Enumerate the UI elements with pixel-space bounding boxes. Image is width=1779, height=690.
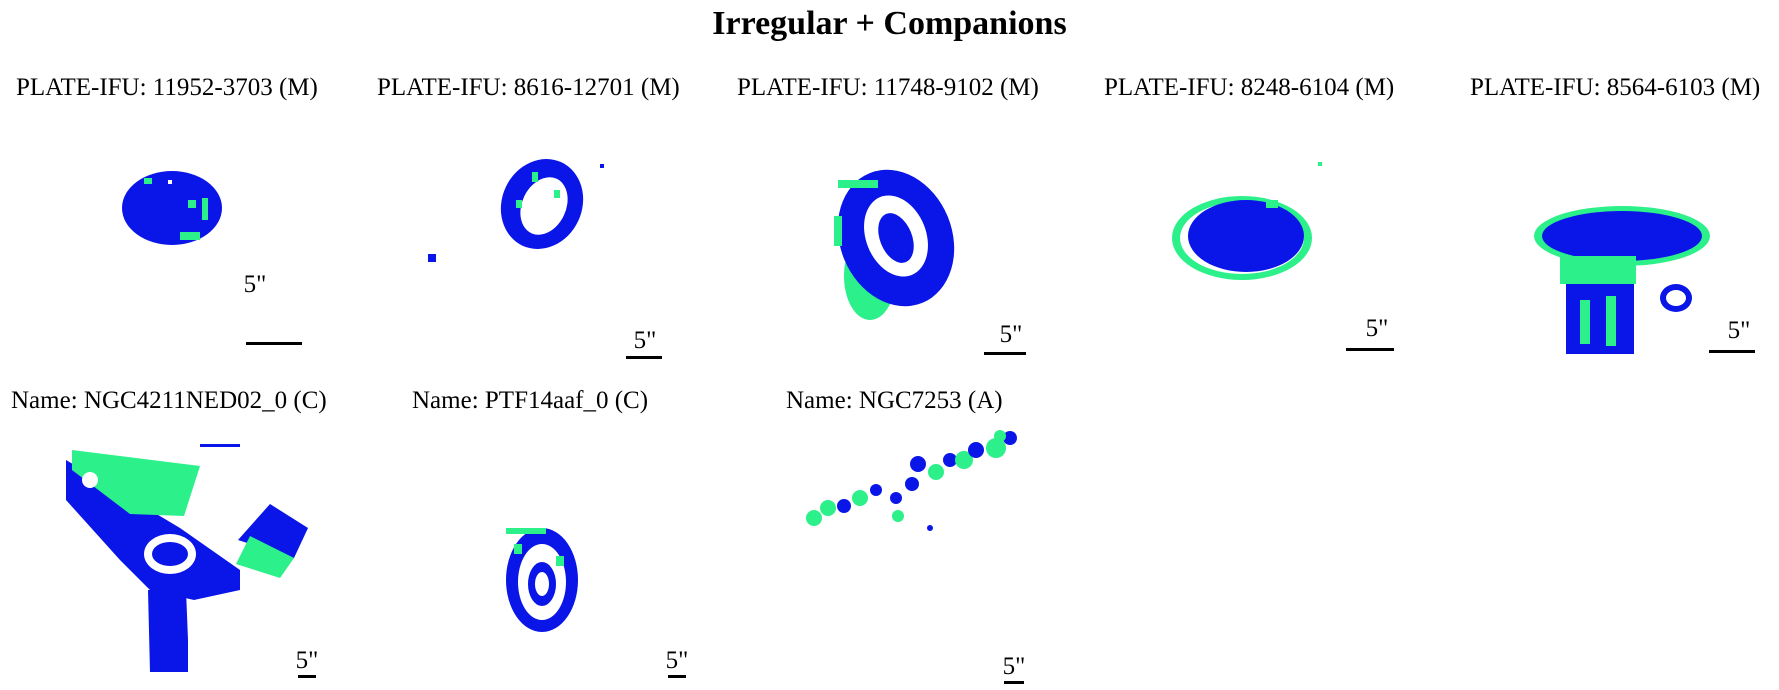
scale-bar-label: 5" xyxy=(999,321,1023,348)
panel-label: Name: NGC7253 (A) xyxy=(786,387,1003,414)
scale-bar-line xyxy=(1004,681,1024,684)
figure-title: Irregular + Companions xyxy=(712,5,1067,42)
galaxy-mask-image xyxy=(506,528,578,632)
scale-bar-line xyxy=(984,352,1026,355)
scale-bar-line xyxy=(1346,348,1394,351)
galaxy-mask-image xyxy=(122,171,222,245)
scale-bar-label: 5" xyxy=(1727,317,1751,344)
galaxy-mask-image xyxy=(806,430,1017,531)
galaxy-mask-image xyxy=(1534,206,1710,354)
scale-bar-label: 5" xyxy=(1365,315,1389,342)
scale-bar-label: 5" xyxy=(665,647,689,674)
panel-label: Name: PTF14aaf_0 (C) xyxy=(412,387,649,414)
panel-label: PLATE-IFU: 8616-12701 (M) xyxy=(377,74,680,101)
galaxy-mask-image xyxy=(66,444,308,672)
scale-bar-label: 5" xyxy=(295,647,319,674)
panel-label: PLATE-IFU: 11952-3703 (M) xyxy=(16,74,318,101)
panel-label: PLATE-IFU: 8564-6103 (M) xyxy=(1470,74,1761,101)
scale-bar-line xyxy=(668,675,686,678)
panel-label: PLATE-IFU: 11748-9102 (M) xyxy=(737,74,1039,101)
scale-bar-label: 5" xyxy=(1002,653,1026,680)
scale-bar-line xyxy=(1709,350,1755,353)
panel-label: Name: NGC4211NED02_0 (C) xyxy=(11,387,327,414)
galaxy-mask-image xyxy=(834,169,955,320)
panel-label: PLATE-IFU: 8248-6104 (M) xyxy=(1104,74,1395,101)
scale-bar-line xyxy=(298,675,316,678)
scale-bar-label: 5" xyxy=(243,271,267,298)
scale-bar-line xyxy=(246,342,302,345)
galaxy-mask-image xyxy=(428,159,604,262)
scale-bar-label: 5" xyxy=(633,327,657,354)
galaxy-mask-image xyxy=(1172,162,1322,280)
scale-bar-line xyxy=(626,356,662,359)
